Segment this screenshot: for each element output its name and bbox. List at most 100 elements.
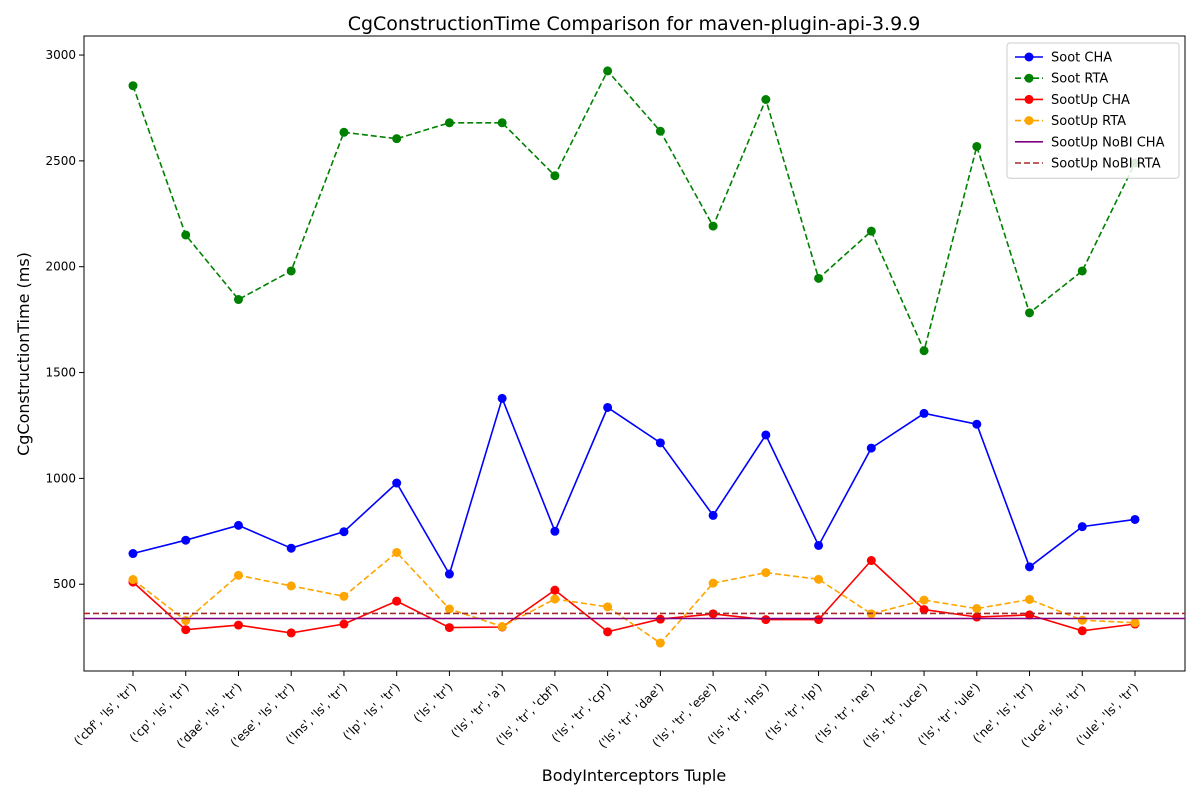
- legend: Soot CHA Soot RTA SootUp CHA SootUp RTA Soot…: [1006, 42, 1180, 179]
- data-point-sootup-cha: [339, 619, 349, 629]
- data-point-sootup-cha: [233, 620, 243, 630]
- series-sootup-rta: [128, 547, 1140, 648]
- data-point-soot-rta: [128, 81, 138, 91]
- data-point-soot-cha: [761, 430, 771, 440]
- data-point-sootup-cha: [814, 615, 824, 625]
- data-point-soot-cha: [497, 393, 507, 403]
- data-point-soot-rta: [444, 118, 454, 128]
- data-point-sootup-cha: [603, 627, 613, 637]
- data-point-soot-cha: [655, 438, 665, 448]
- series-line-soot-cha: [132, 395, 1136, 577]
- data-point-sootup-rta: [708, 578, 718, 588]
- data-point-soot-rta: [761, 95, 771, 104]
- legend-swatch-marker: [1024, 52, 1034, 62]
- data-point-sootup-rta: [761, 568, 771, 578]
- data-point-sootup-cha: [550, 585, 560, 595]
- data-point-soot-rta: [233, 295, 243, 305]
- data-point-soot-rta: [181, 230, 191, 240]
- x-axis: ('cbf', 'ls', 'tr')('cp', 'ls', 'tr')('d…: [71, 671, 1141, 751]
- data-point-sootup-cha: [708, 609, 718, 619]
- legend-item-sootup-cha: SootUp CHA: [1015, 93, 1130, 108]
- x-tick-label: ('ls', 'tr'): [411, 680, 456, 725]
- data-point-sootup-cha: [444, 623, 454, 633]
- data-point-soot-rta: [814, 273, 824, 283]
- legend-item-sootup-nobi-cha: SootUp NoBI CHA: [1015, 135, 1165, 150]
- data-point-sootup-rta: [814, 574, 824, 584]
- series-soot-rta: [128, 66, 1140, 356]
- data-point-sootup-rta: [444, 604, 454, 614]
- data-point-soot-cha: [128, 549, 138, 559]
- legend-item-sootup-rta: SootUp RTA: [1015, 114, 1126, 129]
- data-point-soot-cha: [339, 527, 349, 537]
- data-point-soot-cha: [181, 535, 191, 545]
- data-point-soot-rta: [655, 126, 665, 136]
- data-point-soot-rta: [286, 266, 296, 276]
- data-point-sootup-rta: [497, 622, 507, 632]
- legend-label: SootUp RTA: [1051, 114, 1126, 129]
- data-point-soot-cha: [233, 520, 243, 530]
- data-point-soot-rta: [972, 141, 982, 151]
- data-point-sootup-cha: [286, 628, 296, 638]
- legend-label: SootUp NoBI CHA: [1051, 135, 1165, 150]
- y-tick-label: 1000: [45, 471, 76, 485]
- data-point-sootup-cha: [761, 615, 771, 625]
- y-tick-label: 3000: [45, 48, 76, 62]
- legend-swatch-marker: [1024, 73, 1034, 83]
- legend-box: [1006, 42, 1180, 179]
- x-axis-title: BodyInterceptors Tuple: [542, 766, 726, 785]
- legend-swatch-marker: [1024, 116, 1034, 126]
- data-point-sootup-rta: [233, 570, 243, 580]
- data-point-sootup-rta: [339, 591, 349, 601]
- legend-label: SootUp CHA: [1051, 93, 1130, 108]
- data-point-sootup-rta: [128, 575, 138, 585]
- y-tick-label: 2000: [45, 260, 76, 274]
- data-point-soot-rta: [866, 226, 876, 236]
- data-point-sootup-cha: [866, 556, 876, 566]
- data-point-sootup-rta: [1025, 594, 1035, 604]
- chart-title: CgConstructionTime Comparison for maven-…: [348, 13, 921, 35]
- data-point-sootup-cha: [1077, 626, 1087, 636]
- series-soot-cha: [128, 393, 1140, 579]
- data-point-soot-rta: [392, 134, 402, 144]
- data-point-soot-cha: [1130, 514, 1140, 524]
- data-point-soot-cha: [603, 402, 613, 412]
- data-point-soot-cha: [919, 408, 929, 418]
- data-point-soot-rta: [339, 127, 349, 137]
- data-point-sootup-rta: [392, 547, 402, 557]
- y-axis: 500 1000 1500 2000 2500 3000: [45, 48, 84, 591]
- y-tick-label: 1500: [45, 366, 76, 380]
- legend-label: SootUp NoBI RTA: [1051, 157, 1161, 172]
- plot-area-frame: [83, 35, 1186, 672]
- data-point-sootup-cha: [919, 605, 929, 615]
- data-point-soot-rta: [708, 221, 718, 231]
- series-line-sootup-rta: [132, 551, 1136, 645]
- legend-label: Soot CHA: [1051, 51, 1112, 66]
- data-point-sootup-rta: [1130, 618, 1140, 628]
- data-point-sootup-rta: [181, 616, 191, 626]
- legend-item-soot-rta: Soot RTA: [1015, 72, 1108, 87]
- data-point-sootup-rta: [1077, 615, 1087, 625]
- data-point-soot-rta: [919, 346, 929, 356]
- data-point-soot-cha: [814, 540, 824, 550]
- legend-item-sootup-nobi-rta: SootUp NoBI RTA: [1015, 157, 1161, 172]
- data-point-sootup-rta: [286, 581, 296, 591]
- data-point-soot-cha: [550, 526, 560, 536]
- data-point-soot-cha: [392, 478, 402, 488]
- data-point-soot-cha: [1025, 562, 1035, 572]
- legend-swatch-marker: [1024, 94, 1034, 104]
- y-tick-label: 2500: [45, 154, 76, 168]
- series-layer: [84, 66, 1185, 648]
- data-point-soot-rta: [497, 118, 507, 128]
- data-point-soot-rta: [1025, 308, 1035, 318]
- data-point-soot-cha: [708, 510, 718, 520]
- data-point-sootup-cha: [392, 596, 402, 606]
- data-point-soot-cha: [444, 569, 454, 579]
- series-line-sootup-cha: [132, 559, 1136, 634]
- data-point-sootup-rta: [972, 604, 982, 614]
- data-point-sootup-cha: [181, 625, 191, 635]
- data-point-soot-rta: [550, 171, 560, 181]
- y-tick-label: 500: [53, 577, 76, 591]
- data-point-sootup-rta: [919, 595, 929, 605]
